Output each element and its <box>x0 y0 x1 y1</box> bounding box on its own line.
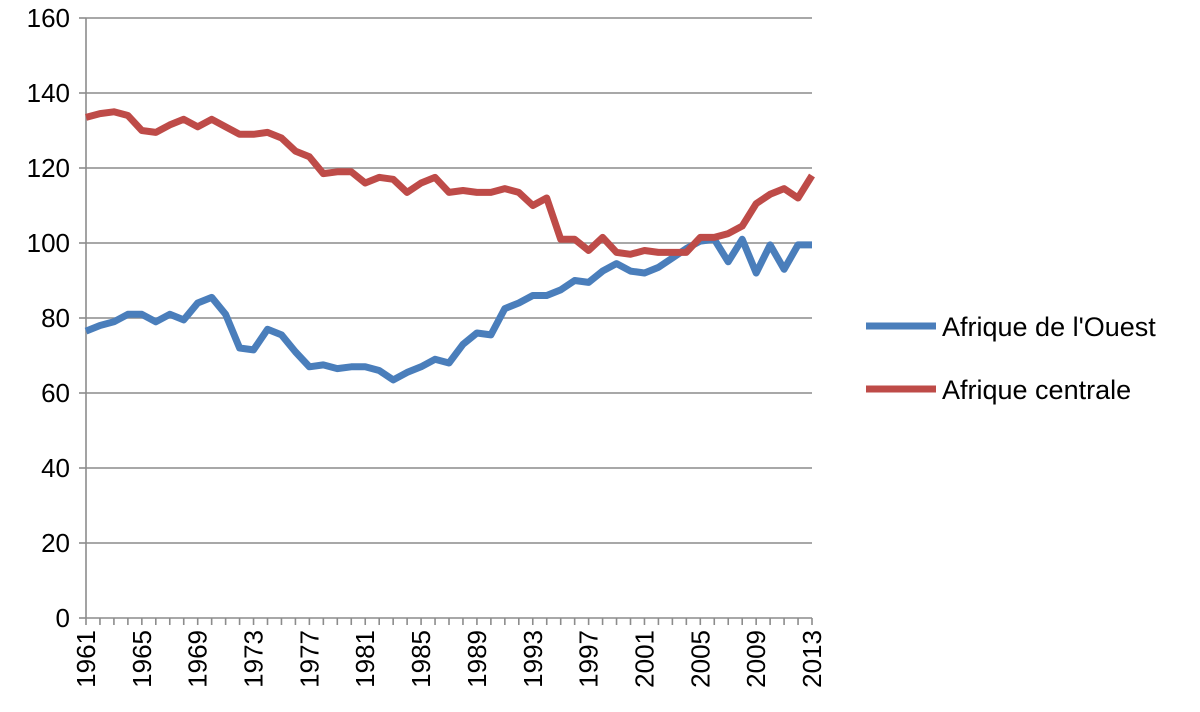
y-tick-label: 40 <box>41 453 70 483</box>
legend-label: Afrique de l'Ouest <box>942 312 1156 342</box>
legend: Afrique de l'Ouest Afrique centrale <box>866 312 1156 405</box>
y-axis-tick-labels: 0 20 40 60 80 100 120 140 160 <box>27 3 70 633</box>
y-tick-label: 160 <box>27 3 70 33</box>
y-tick-label: 120 <box>27 153 70 183</box>
x-tick-label: 1965 <box>127 630 157 688</box>
x-tick-label: 1961 <box>71 630 101 688</box>
x-axis-tick-labels: 1961 1965 1969 1973 1977 1981 1985 1989 1993 1997… <box>71 630 827 688</box>
series-line-afrique-centrale <box>85 108 815 258</box>
y-tick-label: 60 <box>41 378 70 408</box>
series-line-afrique-de-l-ouest <box>84 235 812 384</box>
x-tick-label: 1969 <box>183 630 213 688</box>
gridlines <box>86 17 812 544</box>
series-lines <box>84 108 815 384</box>
y-tick-label: 0 <box>56 603 70 633</box>
x-tick-label: 1985 <box>406 630 436 688</box>
legend-label: Afrique centrale <box>942 375 1131 405</box>
y-tick-label: 140 <box>27 78 70 108</box>
x-tick-label: 1993 <box>518 630 548 688</box>
x-tick-label: 1989 <box>462 630 492 688</box>
x-tick-label: 1981 <box>350 630 380 688</box>
x-tick-label: 2013 <box>797 630 827 688</box>
y-tick-label: 20 <box>41 528 70 558</box>
x-tick-label: 1977 <box>294 630 324 688</box>
x-tick-label: 1997 <box>574 630 604 688</box>
x-tick-label: 2001 <box>629 630 659 688</box>
x-tick-label: 2005 <box>685 630 715 688</box>
axes <box>79 17 813 625</box>
x-tick-label: 1973 <box>239 630 269 688</box>
x-tick-label: 2009 <box>741 630 771 688</box>
y-tick-label: 80 <box>41 303 70 333</box>
y-tick-label: 100 <box>27 228 70 258</box>
